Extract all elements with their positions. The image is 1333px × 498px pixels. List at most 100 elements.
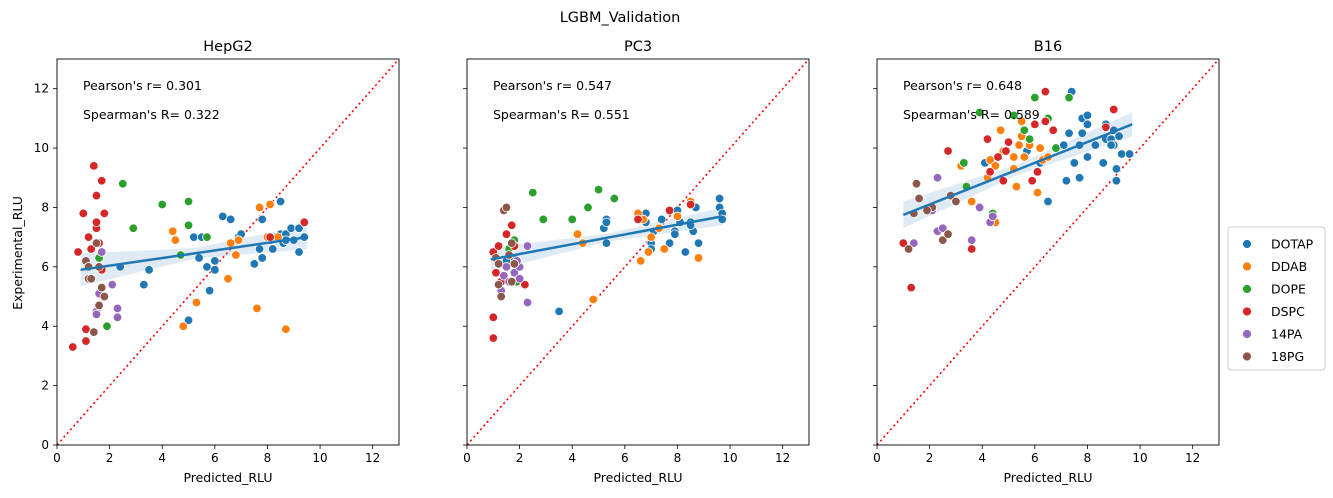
series-dspc [68, 161, 309, 352]
data-point [988, 211, 998, 222]
subplot-title: PC3 [624, 39, 652, 55]
data-point [985, 167, 995, 177]
x-tick-label: 10 [722, 451, 737, 465]
legend-label: DOPE [1271, 282, 1306, 297]
data-point [1061, 176, 1072, 186]
data-point [1109, 104, 1119, 115]
data-point [86, 244, 96, 254]
data-point [218, 211, 228, 222]
data-point [672, 211, 683, 222]
data-point [1090, 140, 1101, 150]
data-point [1027, 176, 1037, 186]
data-point [593, 184, 604, 195]
legend-label: 14PA [1271, 327, 1303, 342]
data-point [1009, 152, 1019, 162]
data-point [99, 208, 110, 219]
data-point [223, 274, 233, 284]
plot-area [467, 59, 809, 445]
data-point [1064, 128, 1074, 138]
data-point [588, 294, 598, 305]
subplot-panels: HepG2 0 2 4 6 8 10 12 0 2 4 6 8 10 12 Predicted_RLU Pear… [34, 39, 1220, 485]
data-point [951, 196, 961, 207]
data-point [1048, 125, 1058, 135]
subplot-title: HepG2 [203, 39, 253, 55]
data-point [974, 202, 985, 213]
regression-line [490, 215, 723, 261]
data-point [714, 193, 725, 204]
data-point [1064, 92, 1074, 103]
axes-frame [876, 58, 1220, 446]
data-point [1014, 140, 1024, 150]
data-point [294, 247, 304, 257]
data-point [268, 244, 278, 254]
x-tick-label: 6 [1031, 451, 1039, 465]
data-point [81, 324, 91, 334]
data-point [635, 256, 646, 266]
regression-ci-band [80, 225, 307, 287]
x-tick-label: 12 [1185, 451, 1200, 465]
data-point [178, 321, 188, 331]
data-point [982, 134, 993, 144]
data-point [91, 190, 102, 201]
data-point [91, 238, 102, 248]
data-point [522, 297, 533, 308]
data-point [898, 238, 909, 248]
data-point [97, 247, 107, 257]
legend-marker [1242, 329, 1252, 339]
data-point [1077, 128, 1087, 138]
data-point [99, 291, 110, 302]
data-point [501, 229, 512, 239]
x-axis-label: Predicted_RLU [593, 470, 682, 485]
data-point [210, 256, 220, 266]
x-tick-label: 10 [1132, 451, 1147, 465]
data-point [974, 107, 985, 118]
data-point [254, 244, 265, 254]
x-tick-label: 2 [106, 451, 114, 465]
data-point [572, 229, 583, 239]
axes-frame [56, 58, 400, 446]
data-point [86, 274, 96, 284]
data-point [938, 223, 948, 233]
data-point [583, 202, 593, 213]
data-point [225, 214, 236, 225]
data-point [91, 309, 102, 320]
data-point [522, 241, 533, 251]
data-point [914, 193, 924, 204]
x-tick-label: 4 [568, 451, 576, 465]
data-point [995, 125, 1006, 135]
data-point [1011, 181, 1022, 192]
data-point [1124, 149, 1135, 159]
data-point [493, 241, 504, 251]
series-14pa [91, 247, 123, 323]
data-point [567, 214, 577, 225]
data-point [993, 152, 1003, 162]
x-tick-label: 8 [674, 451, 682, 465]
data-point [68, 342, 78, 352]
data-point [281, 324, 291, 334]
data-point [1074, 173, 1085, 183]
data-point [89, 161, 99, 171]
spearman-annotation: Spearman's R= 0.551 [493, 107, 630, 122]
data-point [509, 259, 520, 269]
data-point [257, 214, 267, 225]
data-point [94, 300, 104, 311]
data-point [1116, 149, 1127, 159]
data-point [257, 253, 267, 263]
data-point [183, 220, 194, 230]
x-tick-label: 4 [158, 451, 166, 465]
data-point [249, 259, 260, 269]
pearson-annotation: Pearson's r= 0.547 [493, 78, 612, 93]
data-point [656, 214, 667, 225]
data-point [89, 327, 99, 337]
data-point [275, 196, 286, 207]
data-point [107, 279, 117, 290]
plot-area [877, 59, 1219, 445]
subplot-b16: B16 0 2 4 6 8 10 12 Predicted_RLU Pearson's r= 0.… [873, 39, 1220, 485]
legend-marker [1242, 284, 1252, 294]
data-point [1001, 146, 1011, 156]
data-point [112, 303, 123, 314]
data-point [1069, 158, 1080, 168]
data-point [491, 268, 501, 278]
data-point [1032, 167, 1043, 177]
data-point [990, 161, 1001, 171]
